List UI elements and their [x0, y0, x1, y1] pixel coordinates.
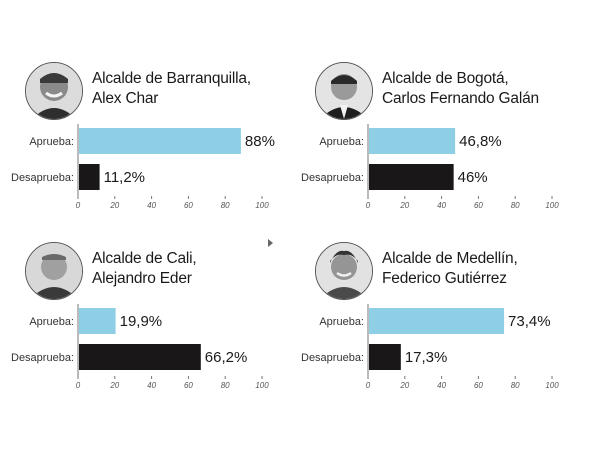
chart-panel-bogota: Alcalde de Bogotá, Carlos Fernando Galán… [301, 62, 595, 227]
title-line-2: Alex Char [92, 90, 159, 107]
value-label: 66,2% [205, 349, 248, 366]
panel-title: Alcalde de Cali, Alejandro Eder [92, 249, 197, 289]
x-tick-label: 60 [184, 381, 193, 390]
x-tick-label: 0 [366, 381, 371, 390]
value-label: 11,2% [104, 169, 145, 186]
bar-desaprueba [79, 344, 201, 370]
bar-desaprueba [79, 164, 100, 190]
bar-aprueba [369, 308, 505, 334]
value-label: 88% [245, 133, 275, 150]
bar-chart: 0 20 40 60 80 100 Aprueba: 73,4% Desaprueba: 17,3… [301, 304, 559, 390]
x-tick-label: 0 [76, 381, 81, 390]
value-label: 46,8% [459, 133, 502, 150]
bar-aprueba [369, 128, 456, 154]
x-tick-label: 20 [109, 201, 119, 210]
x-tick-label: 40 [147, 201, 156, 210]
bar-desaprueba [369, 164, 454, 190]
cursor-arrow-icon [268, 239, 273, 247]
x-tick-label: 100 [255, 201, 269, 210]
person-icon [316, 243, 372, 299]
panel-title: Alcalde de Bogotá, Carlos Fernando Galán [382, 69, 539, 109]
x-tick-label: 20 [109, 381, 119, 390]
x-tick-label: 80 [221, 201, 230, 210]
x-tick-label: 100 [545, 381, 559, 390]
x-tick-label: 100 [545, 201, 559, 210]
portrait-carlos-fernando-galan [315, 62, 373, 120]
label-desaprueba: Desaprueba: [301, 172, 364, 184]
value-label: 17,3% [405, 349, 448, 366]
x-tick-label: 100 [255, 381, 269, 390]
chart-panel-cali: Alcalde de Cali, Alejandro Eder 0 20 40 60 8… [11, 242, 305, 407]
x-tick-label: 80 [221, 381, 230, 390]
person-icon [316, 63, 372, 119]
value-label: 19,9% [120, 313, 163, 330]
x-tick-label: 20 [399, 201, 409, 210]
title-line-1: Alcalde de Bogotá, [382, 70, 509, 87]
x-tick-label: 20 [399, 381, 409, 390]
chart-panel-medellin: Alcalde de Medellín, Federico Gutiérrez … [301, 242, 595, 407]
title-line-2: Federico Gutiérrez [382, 270, 507, 287]
x-tick-label: 40 [147, 381, 156, 390]
x-tick-label: 80 [511, 381, 520, 390]
chart-panel-barranquilla: Alcalde de Barranquilla, Alex Char 0 20 40… [11, 62, 305, 227]
x-tick-label: 40 [437, 201, 446, 210]
bar-chart: 0 20 40 60 80 100 Aprueba: 19,9% Desaprueba: 66,2… [11, 304, 269, 390]
title-line-1: Alcalde de Cali, [92, 250, 197, 267]
label-aprueba: Aprueba: [29, 136, 74, 148]
title-line-2: Alejandro Eder [92, 270, 192, 287]
bar-aprueba [79, 128, 241, 154]
bar-chart: 0 20 40 60 80 100 Aprueba: 88% Desaprueba: 11,2% [11, 124, 275, 210]
portrait-federico-gutierrez [315, 242, 373, 300]
x-tick-label: 40 [437, 381, 446, 390]
label-aprueba: Aprueba: [319, 136, 364, 148]
title-line-1: Alcalde de Medellín, [382, 250, 518, 267]
value-label: 46% [458, 169, 488, 186]
value-label: 73,4% [508, 313, 551, 330]
portrait-alejandro-eder [25, 242, 83, 300]
person-icon [26, 63, 82, 119]
title-line-1: Alcalde de Barranquilla, [92, 70, 251, 87]
label-desaprueba: Desaprueba: [11, 172, 74, 184]
bar-chart: 0 20 40 60 80 100 Aprueba: 46,8% Desaprueba: 46% [301, 124, 559, 210]
label-desaprueba: Desaprueba: [11, 352, 74, 364]
x-tick-label: 60 [474, 381, 483, 390]
person-icon [26, 243, 82, 299]
bar-desaprueba [369, 344, 401, 370]
panel-title: Alcalde de Barranquilla, Alex Char [92, 69, 251, 109]
x-tick-label: 80 [511, 201, 520, 210]
label-aprueba: Aprueba: [319, 316, 364, 328]
label-aprueba: Aprueba: [29, 316, 74, 328]
bar-aprueba [79, 308, 116, 334]
portrait-alex-char [25, 62, 83, 120]
x-tick-label: 0 [366, 201, 371, 210]
x-tick-label: 60 [184, 201, 193, 210]
label-desaprueba: Desaprueba: [301, 352, 364, 364]
x-tick-label: 0 [76, 201, 81, 210]
panel-title: Alcalde de Medellín, Federico Gutiérrez [382, 249, 518, 289]
x-tick-label: 60 [474, 201, 483, 210]
title-line-2: Carlos Fernando Galán [382, 90, 539, 107]
